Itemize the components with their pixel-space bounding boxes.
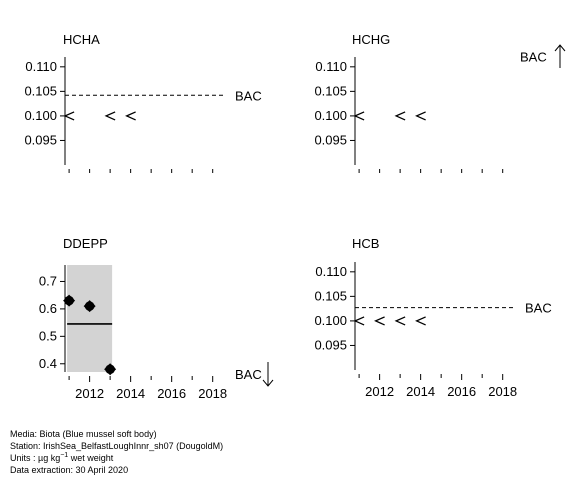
footer: Media: Biota (Blue mussel soft body) Sta…: [10, 429, 223, 475]
less-than-marker: [415, 316, 426, 326]
panel-hcha: HCHA 0.110 0.105 0.100 0.095 BAC: [24, 32, 262, 173]
less-than-marker: [63, 111, 75, 121]
y-tick-label: 0.100: [24, 108, 57, 123]
bac-label: BAC: [520, 50, 547, 65]
y-tick-label: 0.5: [39, 328, 57, 343]
less-than-marker: [104, 111, 116, 121]
less-than-marker: [353, 316, 365, 326]
x-tick-label: 2014: [406, 384, 435, 399]
y-tick-label: 0.4: [39, 356, 57, 371]
data-point-core: [105, 364, 115, 375]
less-than-marker: [374, 316, 385, 326]
less-than-marker: [394, 111, 406, 121]
bac-label: BAC: [525, 301, 552, 316]
footer-media: Media: Biota (Blue mussel soft body): [10, 429, 157, 439]
y-tick-label: 0.7: [39, 273, 57, 288]
chart-panels: HCHA 0.110 0.105 0.100 0.095 BAC HCHG 0.110 0.10…: [24, 32, 566, 401]
panel-title: HCB: [352, 236, 379, 251]
y-tick-label: 0.110: [25, 59, 57, 74]
footer-station: Station: IrishSea_BelfastLoughInnr_sh07 …: [10, 441, 223, 451]
y-tick-label: 0.6: [39, 301, 57, 316]
x-tick-label: 2012: [365, 384, 394, 399]
panel-title: DDEPP: [63, 236, 108, 251]
y-tick-label: 0.110: [315, 264, 347, 279]
y-tick-label: 0.095: [314, 132, 347, 147]
panel-hcb: HCB 0.110 0.105 0.100 0.095 2012 2014 2016 2018 B…: [314, 236, 551, 399]
arrow-up-icon: [554, 44, 566, 52]
less-than-marker: [353, 111, 365, 121]
bac-label: BAC: [235, 88, 262, 103]
footer-units-exponent: −1: [60, 452, 68, 459]
y-tick-label: 0.110: [315, 59, 347, 74]
y-tick-label: 0.105: [24, 83, 57, 98]
data-point-core: [64, 295, 74, 306]
less-than-marker: [415, 111, 426, 121]
panel-title: HCHG: [352, 32, 390, 47]
y-tick-label: 0.105: [314, 288, 347, 303]
less-than-marker: [394, 316, 406, 326]
x-tick-label: 2018: [198, 386, 227, 401]
footer-units-prefix: Units : µg kg: [10, 453, 60, 463]
footer-extraction: Data extraction: 30 April 2020: [10, 465, 128, 475]
arrow-down-icon: [262, 379, 274, 387]
y-tick-label: 0.095: [24, 132, 57, 147]
footer-units: Units : µg kg−1 wet weight: [10, 452, 114, 463]
x-tick-label: 2016: [447, 384, 476, 399]
panel-hchg: HCHG 0.110 0.105 0.100 0.095 BAC: [314, 32, 566, 173]
panel-ddepp: DDEPP 0.7 0.6 0.5 0.4 2012 2014 2016 2018 BAC: [39, 236, 274, 401]
y-tick-label: 0.100: [314, 108, 347, 123]
footer-units-suffix: wet weight: [68, 453, 114, 463]
data-point-core: [84, 301, 95, 311]
y-tick-label: 0.095: [314, 337, 347, 352]
x-tick-label: 2014: [116, 386, 145, 401]
confidence-band: [67, 265, 113, 372]
y-tick-label: 0.105: [314, 83, 347, 98]
x-tick-label: 2016: [157, 386, 186, 401]
less-than-marker: [125, 111, 136, 121]
x-tick-label: 2018: [488, 384, 517, 399]
panel-title: HCHA: [63, 32, 100, 47]
bac-label: BAC: [235, 367, 262, 382]
x-tick-label: 2012: [75, 386, 104, 401]
y-tick-label: 0.100: [314, 313, 347, 328]
